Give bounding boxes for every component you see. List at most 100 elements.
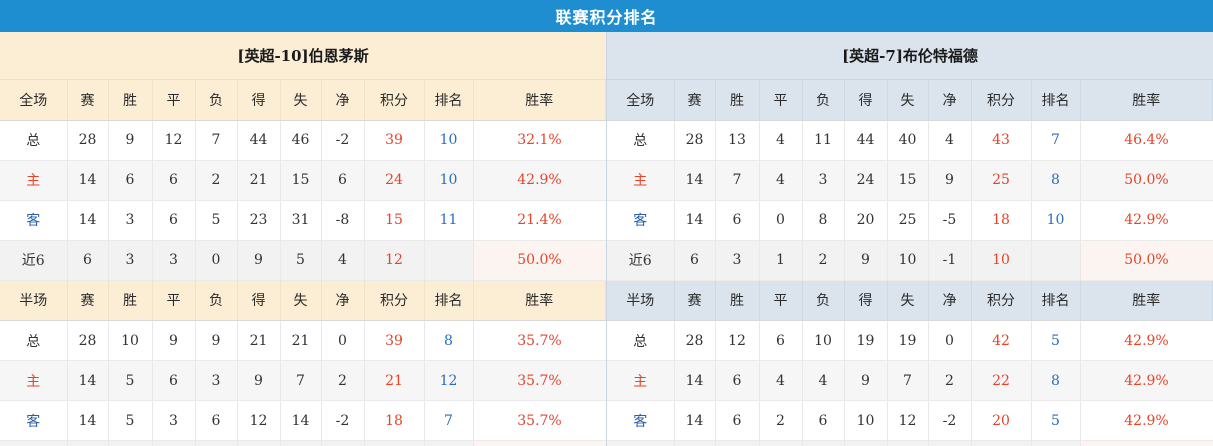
column-header: 净: [928, 80, 972, 121]
cell-goals-for: 3: [237, 440, 281, 446]
cell-played: 14: [674, 200, 716, 241]
cell-win-rate: 33.3%: [473, 440, 606, 446]
cell-lost: 4: [802, 360, 845, 401]
stats-table: 全场赛胜平负得失净积分 排名 胜率总 28 13 4 11 44 40 4 43 7 46.4% 主 14 7…: [607, 80, 1213, 281]
cell-points: 10: [971, 240, 1032, 281]
column-header: 赛: [67, 280, 109, 321]
cell-goal-diff: -1: [928, 240, 972, 281]
cell-drawn: 0: [759, 200, 803, 241]
column-header: 净: [928, 280, 972, 321]
cell-goal-diff: -2: [321, 400, 365, 441]
column-header: 平: [759, 280, 803, 321]
cell-goals-for: 23: [237, 200, 281, 241]
column-header: 失: [280, 80, 322, 121]
cell-points: 39: [364, 120, 425, 161]
table-row: 主 14 5 6 3 9 7 2 21 12 35.7%: [0, 360, 606, 401]
cell-won: 3: [108, 240, 153, 281]
row-label-away: 客: [607, 400, 675, 441]
cell-goals-against: 4: [280, 440, 322, 446]
cell-played: 28: [67, 320, 109, 361]
column-header: 半场: [607, 280, 675, 321]
cell-goal-diff: 1: [928, 440, 972, 446]
cell-goals-against: 7: [280, 360, 322, 401]
column-header: 全场: [0, 80, 68, 121]
cell-points: 42: [971, 320, 1032, 361]
stats-header-row: 全场赛胜平负得失净积分 排名 胜率: [0, 80, 606, 121]
cell-lost: 3: [195, 440, 238, 446]
cell-win-rate: 42.9%: [1080, 320, 1213, 361]
cell-goals-for: 19: [844, 320, 888, 361]
cell-lost: 11: [802, 120, 845, 161]
column-header: 平: [152, 80, 196, 121]
team-panel-right: [英超-7]布伦特福德 全场赛胜平负得失净积分 排名 胜率总 28 13 4 11 44 40 4 4…: [606, 32, 1213, 446]
cell-goals-against: 10: [887, 240, 929, 281]
cell-drawn: 3: [152, 240, 196, 281]
row-label-home: 主: [607, 360, 675, 401]
cell-played: 28: [674, 120, 716, 161]
column-header: 得: [237, 280, 281, 321]
column-header: 积分: [971, 80, 1032, 121]
table-row: 近6621334-1733.3%: [0, 440, 606, 446]
cell-won: 3: [108, 200, 153, 241]
cell-win-rate: 35.7%: [473, 320, 606, 361]
cell-goals-for: 6: [844, 440, 888, 446]
cell-lost: 2: [802, 240, 845, 281]
cell-drawn: 6: [759, 320, 803, 361]
cell-drawn: 9: [152, 320, 196, 361]
cell-rank: 7: [424, 400, 474, 441]
stats-header-row: 全场赛胜平负得失净积分 排名 胜率: [607, 80, 1213, 121]
row-label-total: 总: [0, 120, 68, 161]
cell-drawn: 6: [152, 200, 196, 241]
column-header: 排名: [1031, 280, 1081, 321]
cell-drawn: 4: [759, 160, 803, 201]
cell-goals-for: 12: [237, 400, 281, 441]
widget-title-bar: 联赛积分排名: [0, 0, 1213, 32]
cell-win-rate: 50.0%: [473, 240, 606, 281]
cell-lost: 0: [195, 240, 238, 281]
cell-win-rate: 35.7%: [473, 360, 606, 401]
cell-goals-for: 10: [844, 400, 888, 441]
cell-drawn: 1: [759, 440, 803, 446]
cell-rank: [424, 240, 474, 281]
column-header: 净: [321, 280, 365, 321]
cell-rank: 7: [1031, 120, 1081, 161]
cell-drawn: 12: [152, 120, 196, 161]
column-header: 胜: [715, 80, 760, 121]
column-header: 胜率: [473, 280, 606, 321]
cell-played: 14: [674, 160, 716, 201]
cell-rank: 10: [1031, 200, 1081, 241]
cell-points: 18: [971, 200, 1032, 241]
stats-table: 半场赛胜平负得失净积分 排名 胜率总 28 10 9 9 21 21 0 39 8 35.7% 主 14 5 6…: [0, 280, 606, 446]
cell-goals-against: 7: [887, 360, 929, 401]
stats-table: 半场赛胜平负得失净积分 排名 胜率总 28 12 6 10 19 19 0 42 5 42.9% 主 14 6…: [607, 280, 1213, 446]
cell-points: 12: [364, 240, 425, 281]
cell-goal-diff: -2: [928, 400, 972, 441]
cell-played: 14: [67, 160, 109, 201]
row-label-home: 主: [0, 160, 68, 201]
cell-played: 6: [674, 440, 716, 446]
column-header: 失: [280, 280, 322, 321]
cell-win-rate: 50.0%: [1080, 440, 1213, 446]
cell-goal-diff: 6: [321, 160, 365, 201]
stats-section-halftime: 半场赛胜平负得失净积分 排名 胜率总 28 10 9 9 21 21 0 39 8 35.7% 主 14 5 6…: [0, 280, 606, 446]
row-label-total: 总: [607, 120, 675, 161]
column-header: 胜: [108, 280, 153, 321]
table-row: 总 28 10 9 9 21 21 0 39 8 35.7%: [0, 320, 606, 361]
column-header: 平: [759, 80, 803, 121]
cell-won: 6: [715, 360, 760, 401]
cell-win-rate: 35.7%: [473, 400, 606, 441]
table-row: 总 28 12 6 10 19 19 0 42 5 42.9%: [607, 320, 1213, 361]
cell-win-rate: 21.4%: [473, 200, 606, 241]
cell-played: 14: [67, 200, 109, 241]
cell-won: 10: [108, 320, 153, 361]
cell-points: 24: [364, 160, 425, 201]
cell-goals-against: 21: [280, 320, 322, 361]
cell-played: 14: [67, 360, 109, 401]
column-header: 赛: [674, 80, 716, 121]
cell-goals-against: 40: [887, 120, 929, 161]
cell-drawn: 1: [152, 440, 196, 446]
column-header: 负: [802, 80, 845, 121]
row-label-home: 主: [0, 360, 68, 401]
cell-won: 2: [108, 440, 153, 446]
